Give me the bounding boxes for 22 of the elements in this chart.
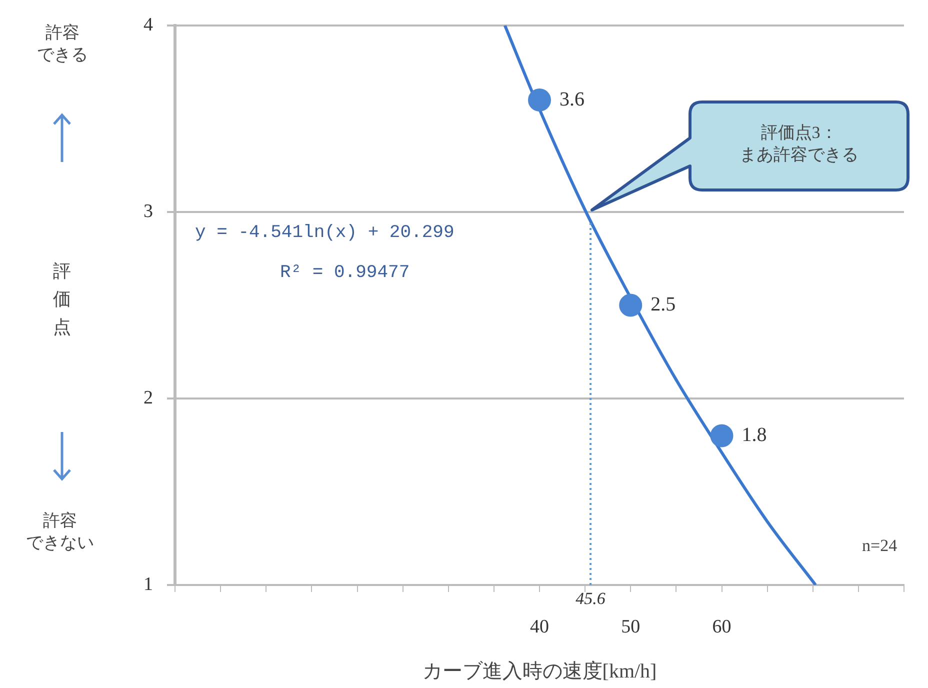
x-tick-label: 60 (712, 616, 732, 638)
point (619, 294, 642, 317)
y-tick-label: 1 (144, 574, 153, 595)
x-tick-label: 50 (621, 616, 640, 638)
y-axis-title: 評価点 (53, 260, 71, 337)
data-label: 1.8 (742, 424, 767, 446)
text: 許容できる (36, 22, 89, 66)
annotation: n=24 (862, 535, 898, 557)
data-label: 3.6 (560, 88, 584, 110)
y-tick-label: 3 (144, 200, 153, 222)
annotation: y = -4.541ln(x) + 20.299 (195, 222, 454, 244)
y-tick-label: 4 (144, 14, 154, 36)
point (528, 88, 551, 112)
text: 許容できない (25, 510, 95, 554)
y-tick-label: 2 (144, 387, 153, 408)
data-label: 2.5 (650, 293, 676, 316)
annotation: R² = 0.99477 (280, 262, 410, 284)
point (710, 424, 734, 448)
annotation: 評価点3：まあ許容できる (738, 122, 860, 166)
x-axis-title: カーブ進入時の速度[km/h] (422, 660, 657, 682)
ref-line-label: 45.6 (576, 588, 606, 608)
x-tick-label: 40 (530, 616, 549, 638)
